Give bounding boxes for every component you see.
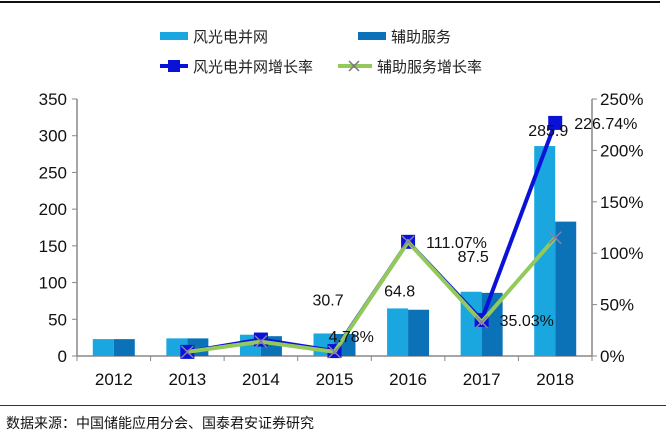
bar-ancillary <box>555 221 577 356</box>
data-label: 4.78% <box>329 329 374 346</box>
x-tick-label: 2017 <box>463 370 501 389</box>
x-marker <box>254 335 268 349</box>
legend-swatch-ancillary <box>358 32 386 40</box>
legend-swatch-wind-solar <box>160 32 188 40</box>
legend-label: 辅助服务增长率 <box>377 58 482 76</box>
x-tick-label: 2012 <box>95 370 133 389</box>
right-tick-label: 50% <box>600 296 634 315</box>
data-label: 111.07% <box>426 235 487 252</box>
right-tick-label: 0% <box>600 347 625 366</box>
chart: 0 50 100 150 200 250 300 350 0% 50% 100% 150% 200% 25… <box>39 28 644 389</box>
top-rule <box>0 1 660 3</box>
data-label: 285.9 <box>528 123 568 140</box>
bar-ancillary <box>113 339 135 356</box>
legend-label: 风光电并网增长率 <box>193 58 313 76</box>
data-label: 64.8 <box>384 283 415 300</box>
left-tick-label: 0 <box>58 347 67 366</box>
x-tick-label: 2014 <box>242 370 280 389</box>
legend-square-marker <box>168 60 180 72</box>
data-label: 30.7 <box>313 292 344 309</box>
legend-x-marker <box>348 60 360 72</box>
left-tick-label: 350 <box>39 90 67 109</box>
left-tick-label: 200 <box>39 200 67 219</box>
bar-wind-solar <box>92 339 114 356</box>
left-tick-label: 150 <box>39 237 67 256</box>
x-tick-label: 2018 <box>536 370 574 389</box>
x-marker <box>327 345 342 359</box>
legend-label: 风光电并网 <box>193 28 268 46</box>
left-tick-label: 250 <box>39 163 67 182</box>
x-tick-label: 2016 <box>389 370 427 389</box>
data-label: 226.74% <box>574 116 637 133</box>
bar-wind-solar <box>387 308 409 356</box>
x-tick-label: 2015 <box>316 370 354 389</box>
x-tick-label: 2013 <box>168 370 206 389</box>
right-tick-label: 200% <box>600 141 643 160</box>
right-tick-label: 100% <box>600 244 643 263</box>
x-marker <box>180 345 194 359</box>
square-marker <box>253 332 268 347</box>
x-marker <box>401 235 415 249</box>
right-tick-label: 150% <box>600 193 643 212</box>
legend-label: 辅助服务 <box>391 28 451 46</box>
x-marker <box>475 315 489 329</box>
square-marker <box>548 115 563 130</box>
left-tick-label: 50 <box>48 310 67 329</box>
source-note: 数据来源：中国储能应用分会、国泰君安证券研究 <box>6 416 314 432</box>
source-rule <box>0 405 666 406</box>
right-tick-label: 250% <box>600 90 643 109</box>
line-ancillary-growth <box>187 236 557 355</box>
left-tick-label: 300 <box>39 127 67 146</box>
bar-ancillary <box>408 309 430 356</box>
left-tick-label: 100 <box>39 274 67 293</box>
data-label: 87.5 <box>458 249 489 266</box>
x-marker <box>548 231 562 245</box>
data-label: 35.03% <box>500 313 554 330</box>
